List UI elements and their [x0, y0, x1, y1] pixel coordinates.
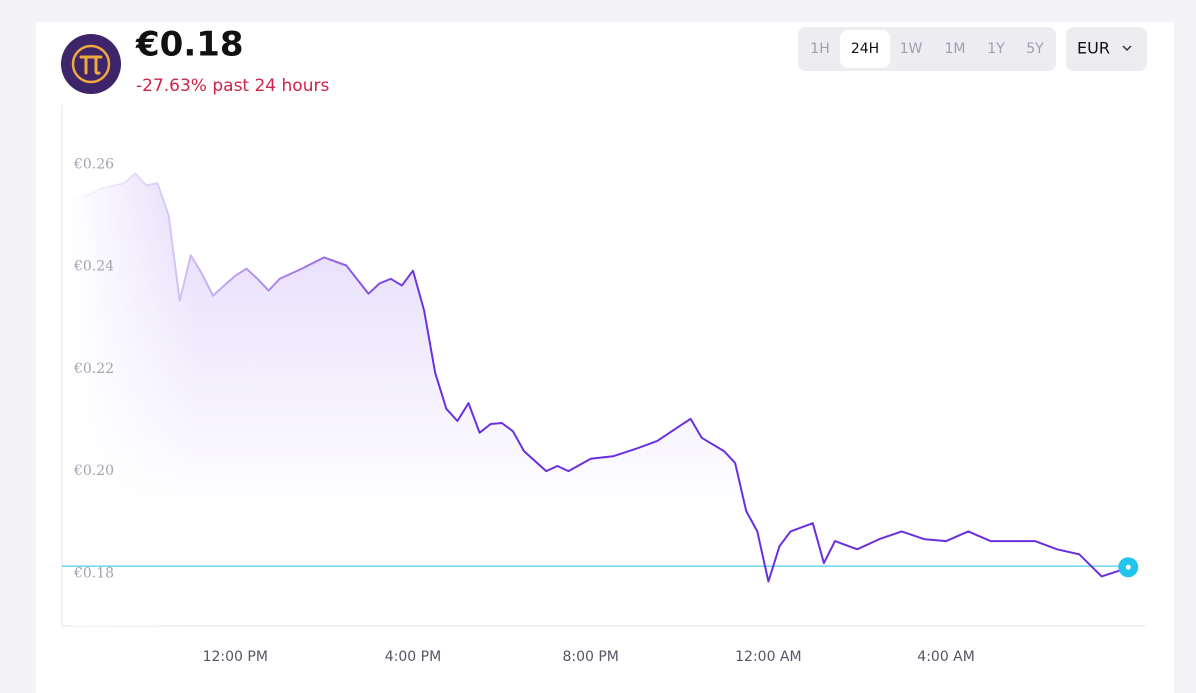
logo: [61, 34, 121, 94]
x-tick-label: 12:00 PM: [203, 649, 268, 665]
x-tick-label: 4:00 AM: [917, 649, 975, 665]
y-tick-label: €0.18: [73, 565, 114, 581]
range-tab[interactable]: 24H: [840, 30, 890, 68]
y-tick-label: €0.26: [73, 156, 114, 172]
chevron: [1122, 45, 1132, 52]
range-tab[interactable]: 1Y: [987, 41, 1005, 57]
tab-label: 24H: [851, 41, 879, 57]
currency-label: EUR: [1077, 39, 1110, 58]
range-tab[interactable]: 1M: [945, 41, 966, 57]
area-fade: [70, 173, 1129, 626]
price: €0.18: [135, 25, 244, 65]
currency-select[interactable]: EUR: [1066, 27, 1147, 71]
tab-label: 1M: [945, 41, 966, 57]
range-tab[interactable]: 5Y: [1026, 41, 1044, 57]
x-tick-label: 4:00 PM: [385, 649, 441, 665]
tab-label: 1Y: [987, 41, 1005, 57]
range-tab[interactable]: 1W: [900, 41, 923, 57]
x-tick-label: 12:00 AM: [735, 649, 801, 665]
tab-label: 5Y: [1026, 41, 1044, 57]
tab-label: 1H: [810, 41, 829, 57]
current-point-center: [1125, 564, 1131, 570]
price-change: -27.63% past 24 hours: [136, 76, 329, 96]
y-tick-label: €0.20: [73, 463, 114, 479]
tab-label: 1W: [900, 41, 923, 57]
y-tick-label: €0.24: [73, 259, 114, 275]
active-tab-bg: [840, 30, 890, 68]
x-tick-label: 8:00 PM: [562, 649, 618, 665]
range-tabs: [798, 27, 1056, 71]
range-tab[interactable]: 1H: [810, 41, 829, 57]
y-tick-label: €0.22: [73, 361, 114, 377]
price-line: [70, 172, 1129, 583]
